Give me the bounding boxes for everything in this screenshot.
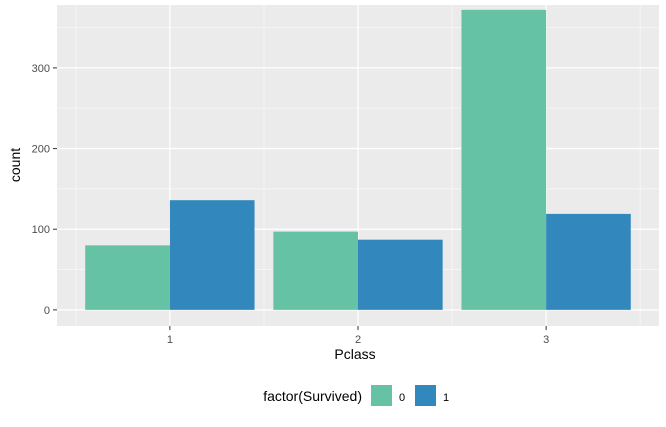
y-tick-label: 0 [44, 305, 50, 317]
x-tick-label: 2 [355, 334, 361, 346]
y-axis-title: count [7, 148, 23, 182]
bar-survived-1-pclass-2 [358, 239, 443, 310]
legend-key-swatch [371, 385, 392, 406]
x-tick-label: 1 [167, 334, 173, 346]
bar-survived-0-pclass-1 [85, 245, 170, 310]
y-axis: 0 100 200 300 [32, 63, 57, 317]
x-axis-title: Pclass [334, 346, 375, 362]
bar-survived-1-pclass-3 [546, 213, 631, 310]
x-tick-label: 3 [543, 334, 549, 346]
legend-key-swatch [415, 385, 436, 406]
x-axis: 1 2 3 [167, 326, 549, 346]
legend-title: factor(Survived) [263, 388, 362, 404]
y-tick-label: 200 [32, 144, 50, 156]
legend-key-label: 1 [443, 392, 449, 404]
bar-survived-1-pclass-1 [169, 200, 255, 310]
legend-key-label: 0 [399, 392, 405, 404]
bar-survived-0-pclass-2 [273, 231, 358, 310]
bars-layer [85, 9, 631, 310]
bar-survived-0-pclass-3 [461, 9, 547, 310]
y-tick-label: 300 [32, 63, 50, 75]
y-tick-label: 100 [32, 224, 50, 236]
